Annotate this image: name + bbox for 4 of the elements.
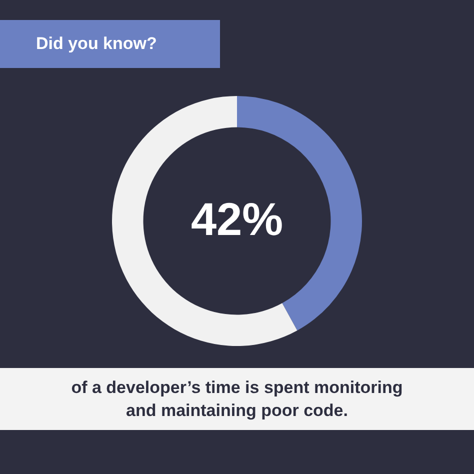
donut-slice xyxy=(112,96,298,346)
chart-title: Did you know? xyxy=(0,20,220,68)
text: of a developer’s time is spent monitoring and maintaining poor code. xyxy=(70,377,404,422)
data-label: 42% xyxy=(190,193,284,245)
